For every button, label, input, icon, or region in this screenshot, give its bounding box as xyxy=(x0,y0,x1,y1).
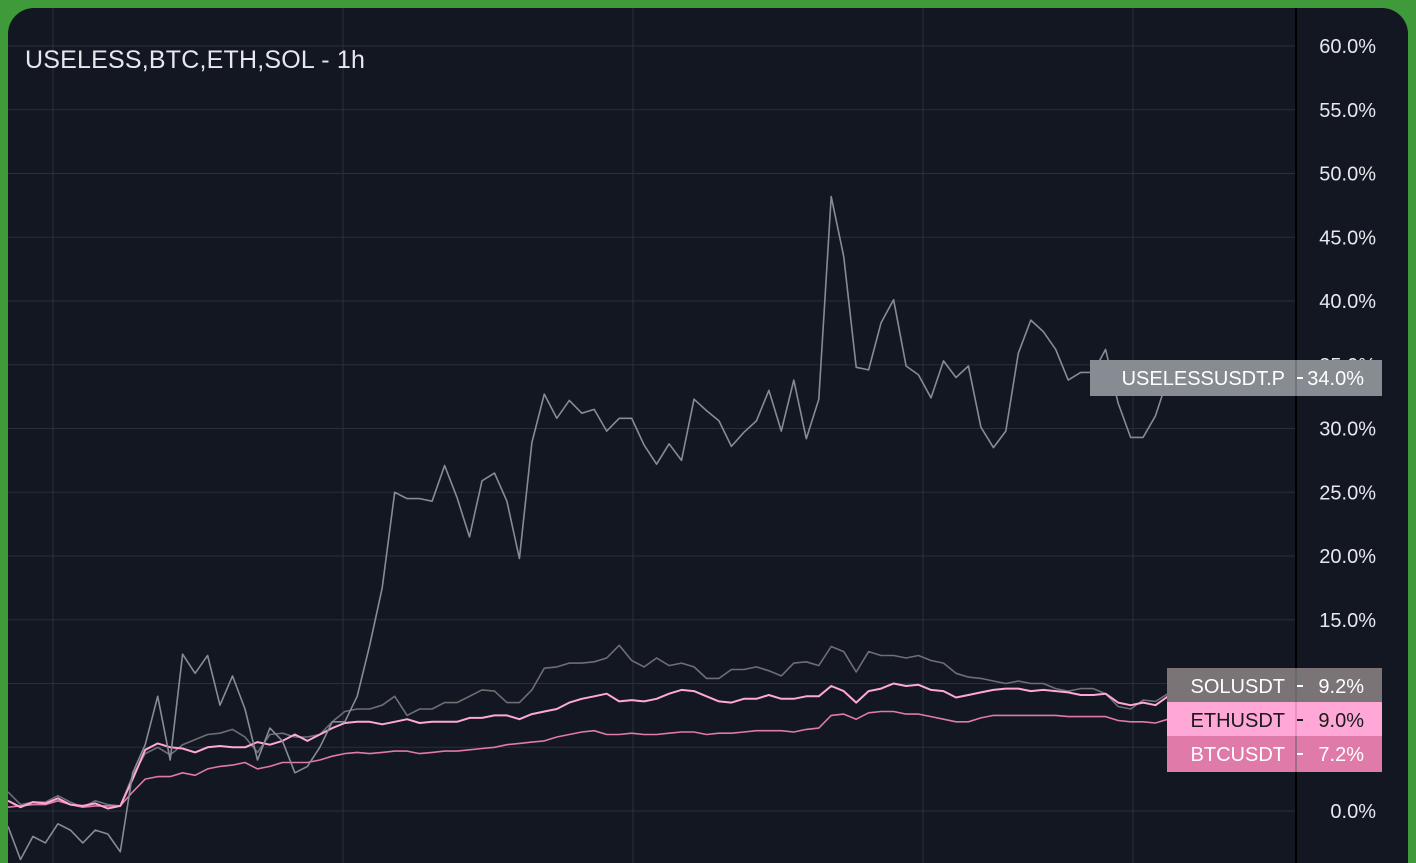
series-name-label: SOLUSDT xyxy=(1191,676,1285,698)
series-name-label: ETHUSDT xyxy=(1191,710,1285,732)
series-line-uselessusdt-p xyxy=(8,195,1169,861)
series-name-label: USELESSUSDT.P xyxy=(1122,368,1285,390)
y-tick-label: 60.0% xyxy=(1319,36,1376,58)
last-value-label-solusdt: SOLUSDT 9.2% xyxy=(1167,668,1382,704)
series-line-solusdt xyxy=(8,644,1169,809)
y-tick-label: 15.0% xyxy=(1319,610,1376,632)
last-value-label-ethusdt: ETHUSDT 9.0% xyxy=(1167,702,1382,738)
last-value-label-uselessusdt-p: USELESSUSDT.P 34.0% xyxy=(1090,360,1382,396)
label-background xyxy=(1167,702,1382,738)
grid xyxy=(8,8,1296,863)
chart-title: USELESS,BTC,ETH,SOL - 1h xyxy=(25,46,366,74)
series-value-label: 9.0% xyxy=(1318,710,1364,732)
series-lines xyxy=(8,195,1169,861)
y-tick-label: 25.0% xyxy=(1319,482,1376,504)
series-line-ethusdt xyxy=(8,682,1169,810)
y-tick-label: 50.0% xyxy=(1319,164,1376,186)
series-value-label: 9.2% xyxy=(1318,676,1364,698)
percent-change-chart[interactable]: 0.0%5.0%10.0%15.0%20.0%25.0%30.0%35.0%40… xyxy=(8,8,1408,863)
series-value-label: 7.2% xyxy=(1318,744,1364,766)
y-tick-label: 45.0% xyxy=(1319,227,1376,249)
series-line-btcusdt xyxy=(8,710,1169,809)
label-background xyxy=(1167,736,1382,772)
y-tick-label: 0.0% xyxy=(1330,801,1376,823)
last-value-label-btcusdt: BTCUSDT 7.2% xyxy=(1167,736,1382,772)
label-background xyxy=(1090,360,1382,396)
series-name-label: BTCUSDT xyxy=(1191,744,1285,766)
series-last-value-labels: USELESSUSDT.P 34.0% SOLUSDT 9.2% ETHUSDT 9.0%… xyxy=(1090,360,1382,772)
y-tick-label: 40.0% xyxy=(1319,291,1376,313)
y-tick-label: 55.0% xyxy=(1319,100,1376,122)
chart-panel: 0.0%5.0%10.0%15.0%20.0%25.0%30.0%35.0%40… xyxy=(8,8,1408,863)
label-background xyxy=(1167,668,1382,704)
y-tick-label: 30.0% xyxy=(1319,419,1376,441)
y-tick-label: 20.0% xyxy=(1319,546,1376,568)
series-value-label: 34.0% xyxy=(1307,368,1364,390)
